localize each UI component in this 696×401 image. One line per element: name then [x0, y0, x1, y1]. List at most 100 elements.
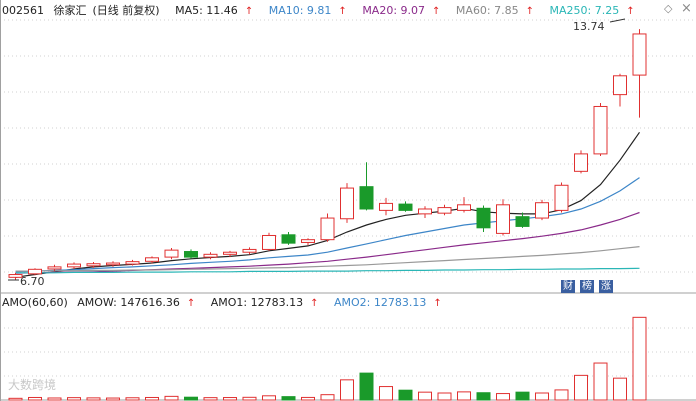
- candle-body: [613, 75, 627, 96]
- candle-body: [418, 208, 432, 215]
- ranking-badge[interactable]: 榜: [580, 280, 594, 293]
- amo-bar: [47, 397, 62, 401]
- close-icon[interactable]: ×: [681, 1, 692, 16]
- candle: [418, 206, 432, 219]
- arrow-up-icon: ↑: [626, 6, 635, 17]
- ma10-legend: MA10: 9.81 ↑: [268, 4, 347, 17]
- candle: [47, 264, 62, 272]
- candle: [437, 204, 452, 216]
- ma250-line: [15, 267, 640, 274]
- amo-bar: [145, 396, 159, 401]
- candle: [457, 197, 471, 213]
- amo-bar: [262, 395, 276, 401]
- candle-body: [8, 274, 23, 278]
- candle-body: [262, 234, 276, 250]
- amo-bar: [593, 362, 608, 401]
- candle-body: [398, 203, 413, 211]
- candle-body: [535, 202, 549, 219]
- arrow-up-icon: ↑: [244, 6, 254, 17]
- amo2-legend: AMO2: 12783.13 ↑: [334, 296, 442, 309]
- candle: [164, 248, 179, 260]
- candle-body: [379, 202, 393, 211]
- watermark: 大数跨境: [8, 378, 57, 392]
- limit-up-badge[interactable]: 涨: [599, 280, 613, 293]
- candle: [67, 262, 81, 269]
- candle-body: [125, 261, 140, 265]
- high-marker-line: [609, 18, 626, 23]
- amo-bar: [8, 397, 23, 401]
- candle: [320, 213, 335, 242]
- candle-body: [476, 207, 491, 229]
- candle: [515, 212, 530, 228]
- arrow-up-icon: ↑: [432, 6, 441, 17]
- amo-bar: [203, 397, 218, 401]
- symbol-name: 002561 徐家汇 (日线 前复权): [2, 4, 160, 17]
- amo-bar: [86, 397, 101, 401]
- candle-body: [184, 251, 198, 258]
- candle: [262, 232, 276, 251]
- candle: [145, 256, 159, 264]
- arrow-up-icon: ↑: [186, 298, 196, 309]
- low-label: 6.70: [20, 275, 45, 288]
- candle: [8, 272, 23, 281]
- amo-legend: AMO(60,60) AMOW: 147616.36 ↑ AMO1: 12783.…: [2, 296, 454, 309]
- amo-bar: [457, 391, 471, 401]
- candle: [593, 102, 608, 156]
- amo-bar-series: [8, 316, 647, 401]
- amo-bar: [515, 391, 530, 401]
- candle-body: [496, 204, 510, 234]
- arrow-up-icon: ↑: [525, 6, 535, 17]
- amo-bar: [223, 397, 237, 401]
- amo-bar: [437, 392, 452, 401]
- amo-bar: [106, 397, 120, 401]
- candle-body: [281, 234, 296, 244]
- candle-body: [340, 187, 354, 220]
- amo-bar: [554, 389, 569, 401]
- settings-icon[interactable]: ◇: [664, 2, 673, 15]
- amo-bar: [476, 392, 491, 401]
- candle-body: [593, 105, 608, 155]
- candle-body: [86, 263, 101, 267]
- candle-body: [457, 204, 471, 211]
- candle-body: [28, 268, 42, 275]
- finance-badge[interactable]: 财: [561, 280, 575, 293]
- candle-body: [574, 153, 588, 172]
- candle: [281, 232, 296, 245]
- amo1-legend: AMO1: 12783.13 ↑: [210, 296, 319, 309]
- ma5-legend: MA5: 11.46 ↑: [175, 4, 254, 17]
- ma60-line: [15, 246, 640, 272]
- candle: [359, 162, 374, 211]
- candle: [496, 199, 510, 236]
- candle-body: [223, 251, 237, 255]
- candle-body: [164, 249, 179, 258]
- amo-bar: [398, 389, 413, 401]
- candle-body: [320, 217, 335, 241]
- high-label: 13.74: [573, 20, 605, 33]
- amo-bar: [125, 397, 140, 401]
- amo-bar: [613, 377, 627, 401]
- arrow-up-icon: ↑: [433, 298, 442, 309]
- amo-bar: [281, 396, 296, 401]
- candle-body: [632, 33, 647, 76]
- candle-body: [515, 216, 530, 227]
- candle: [574, 150, 588, 174]
- amo-bar: [496, 393, 510, 401]
- amo-bar: [67, 397, 81, 401]
- candle-body: [67, 263, 81, 268]
- candle-body: [145, 257, 159, 262]
- candle: [398, 201, 413, 212]
- ma60-legend: MA60: 7.85 ↑: [455, 4, 535, 17]
- candle: [632, 29, 647, 118]
- candle: [535, 199, 549, 221]
- amo-bar: [574, 374, 588, 401]
- amo-bar: [535, 392, 549, 401]
- candle: [476, 205, 491, 232]
- candle: [203, 252, 218, 260]
- arrow-up-icon: ↑: [310, 298, 319, 309]
- candle-body: [203, 253, 218, 258]
- amo-bar: [359, 372, 374, 401]
- price-legend: 002561 徐家汇 (日线 前复权) MA5: 11.46 ↑ MA10: 9.8…: [2, 2, 647, 18]
- candle-body: [47, 266, 62, 270]
- amo-bar: [320, 394, 335, 401]
